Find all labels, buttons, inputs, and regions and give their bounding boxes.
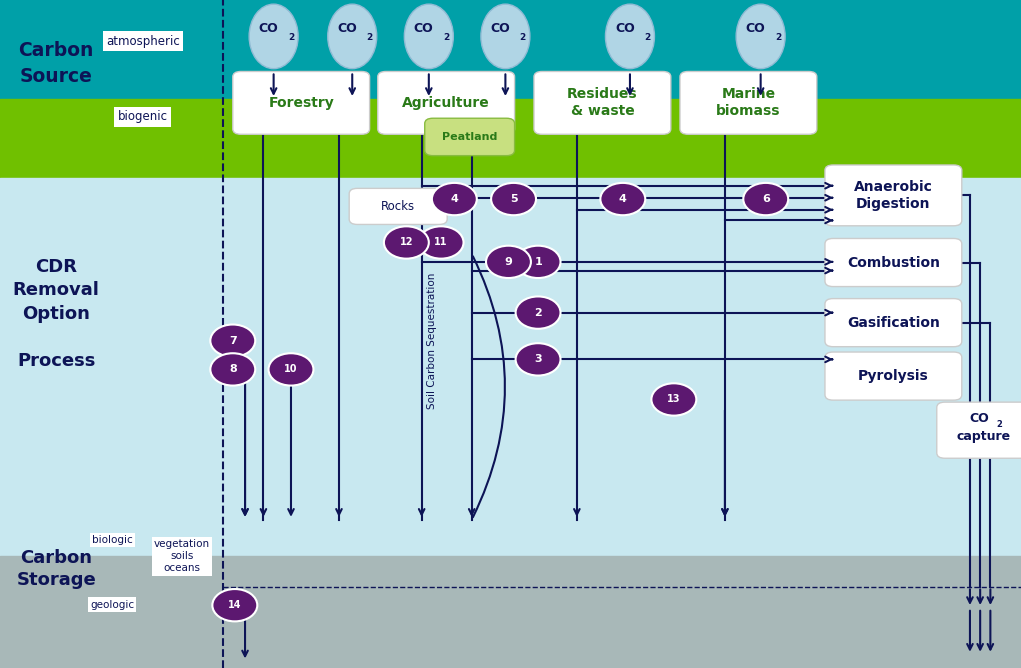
Text: 14: 14: [228, 601, 242, 610]
Text: 2: 2: [520, 33, 526, 42]
Text: Carbon: Carbon: [18, 41, 94, 60]
FancyBboxPatch shape: [936, 402, 1021, 458]
Text: Rocks: Rocks: [381, 200, 416, 213]
Ellipse shape: [328, 4, 377, 69]
Text: 6: 6: [762, 194, 770, 204]
FancyBboxPatch shape: [825, 299, 962, 347]
Text: CO: CO: [258, 22, 279, 35]
Ellipse shape: [736, 4, 785, 69]
Text: Anaerobic
Digestion: Anaerobic Digestion: [854, 180, 933, 211]
Text: 2: 2: [443, 33, 449, 42]
Text: 4: 4: [450, 194, 458, 204]
Ellipse shape: [605, 4, 654, 69]
Text: CO: CO: [969, 411, 989, 425]
Ellipse shape: [743, 183, 788, 215]
Text: 2: 2: [996, 420, 1003, 430]
Text: CDR
Removal
Option

Process: CDR Removal Option Process: [12, 258, 100, 370]
Text: Marine
biomass: Marine biomass: [716, 88, 781, 118]
FancyBboxPatch shape: [378, 71, 515, 134]
Ellipse shape: [600, 183, 645, 215]
Text: 5: 5: [509, 194, 518, 204]
Text: Residues
& waste: Residues & waste: [567, 88, 638, 118]
Text: CO: CO: [745, 22, 766, 35]
Ellipse shape: [419, 226, 464, 259]
Ellipse shape: [516, 246, 561, 278]
Text: 2: 2: [775, 33, 781, 42]
Text: 2: 2: [534, 308, 542, 317]
Text: 13: 13: [667, 395, 681, 404]
Ellipse shape: [491, 183, 536, 215]
FancyBboxPatch shape: [825, 165, 962, 226]
FancyBboxPatch shape: [349, 188, 447, 224]
Ellipse shape: [432, 183, 477, 215]
Ellipse shape: [384, 226, 429, 259]
Text: 8: 8: [229, 365, 237, 374]
Ellipse shape: [212, 589, 257, 621]
Text: CO: CO: [615, 22, 635, 35]
Ellipse shape: [516, 343, 561, 375]
Text: 1: 1: [534, 257, 542, 267]
Text: Carbon
Storage: Carbon Storage: [16, 549, 96, 589]
Text: 2: 2: [288, 33, 294, 42]
Text: Peatland: Peatland: [442, 132, 497, 142]
Text: biologic: biologic: [92, 535, 133, 544]
Ellipse shape: [486, 246, 531, 278]
Ellipse shape: [516, 297, 561, 329]
Text: CO: CO: [414, 22, 434, 35]
Text: Agriculture: Agriculture: [402, 96, 490, 110]
Text: 12: 12: [399, 238, 414, 247]
FancyBboxPatch shape: [233, 71, 370, 134]
Text: 7: 7: [229, 336, 237, 345]
Ellipse shape: [481, 4, 530, 69]
Text: CO: CO: [337, 22, 357, 35]
Text: 3: 3: [534, 355, 542, 364]
FancyBboxPatch shape: [825, 352, 962, 400]
Text: geologic: geologic: [90, 600, 135, 609]
FancyBboxPatch shape: [425, 118, 515, 156]
Text: 11: 11: [434, 238, 448, 247]
FancyBboxPatch shape: [534, 71, 671, 134]
Ellipse shape: [249, 4, 298, 69]
Text: capture: capture: [956, 430, 1011, 444]
Ellipse shape: [651, 383, 696, 415]
Text: Soil Carbon Sequestration: Soil Carbon Sequestration: [427, 273, 437, 409]
Text: Combustion: Combustion: [846, 256, 940, 269]
Text: atmospheric: atmospheric: [106, 35, 180, 48]
Text: vegetation
soils
oceans: vegetation soils oceans: [154, 540, 209, 573]
FancyBboxPatch shape: [680, 71, 817, 134]
Text: Gasification: Gasification: [847, 316, 939, 329]
Text: CO: CO: [490, 22, 510, 35]
Text: biogenic: biogenic: [118, 110, 167, 124]
Text: Source: Source: [19, 67, 93, 86]
Text: Forestry: Forestry: [269, 96, 334, 110]
Text: 2: 2: [367, 33, 373, 42]
Text: 2: 2: [644, 33, 650, 42]
Ellipse shape: [404, 4, 453, 69]
FancyBboxPatch shape: [825, 238, 962, 287]
Text: 10: 10: [284, 365, 298, 374]
Text: 4: 4: [619, 194, 627, 204]
Text: Pyrolysis: Pyrolysis: [858, 369, 929, 383]
Text: 9: 9: [504, 257, 513, 267]
Ellipse shape: [269, 353, 313, 385]
Ellipse shape: [210, 325, 255, 357]
Ellipse shape: [210, 353, 255, 385]
